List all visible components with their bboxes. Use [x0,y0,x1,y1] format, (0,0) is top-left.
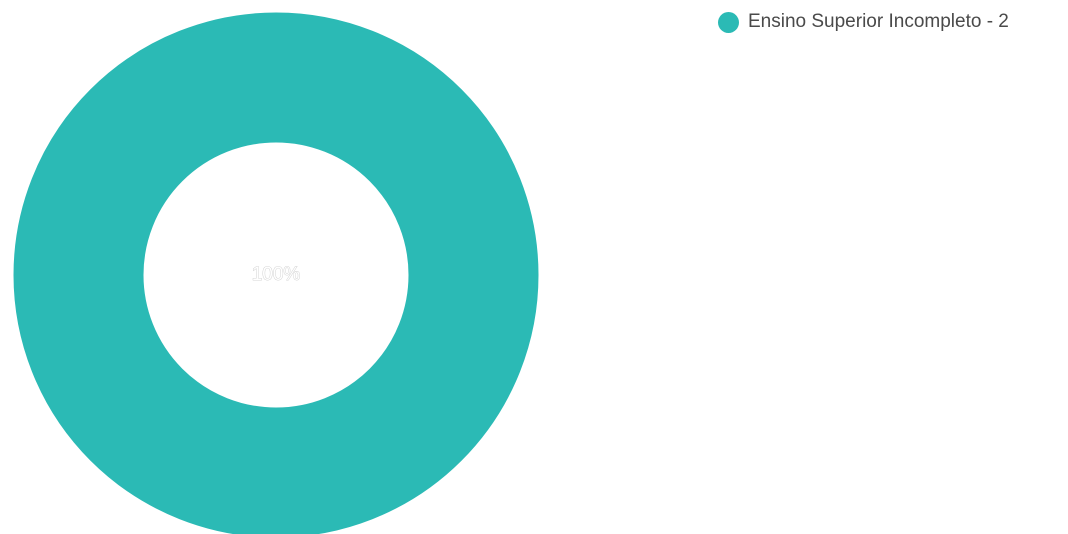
slice-percent-label: 100% [252,264,301,285]
legend-marker-icon [718,12,739,33]
legend-item-0[interactable]: Ensino Superior Incompleto - 2 [718,11,1009,33]
legend-label: Ensino Superior Incompleto - 2 [748,11,1009,33]
chart-legend: Ensino Superior Incompleto - 2 [718,11,1009,33]
donut-chart: 100% [0,0,560,534]
